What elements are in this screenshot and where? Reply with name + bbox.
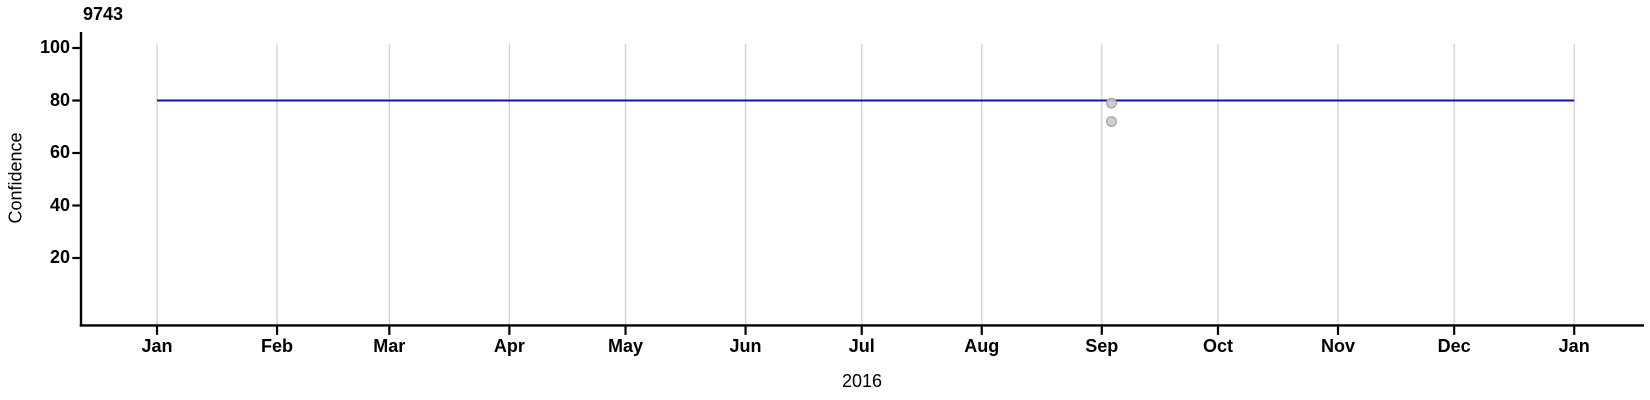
data-series	[157, 97, 1575, 127]
x-tick-label: Sep	[1085, 336, 1119, 356]
axis-ticks	[72, 46, 1576, 335]
x-tick-label: Oct	[1202, 336, 1233, 356]
y-tick-label: 20	[49, 247, 70, 267]
x-tick-label: Aug	[964, 336, 1000, 356]
x-tick-label: Mar	[373, 336, 406, 356]
chart-title: 9743	[83, 4, 124, 24]
x-tick-label: Nov	[1320, 336, 1355, 356]
y-tick-label: 80	[49, 89, 70, 110]
x-tick-label: Dec	[1437, 336, 1471, 356]
y-tick-label: 40	[49, 194, 70, 215]
observation-point	[1106, 97, 1117, 109]
x-tick-label: Feb	[261, 336, 294, 356]
x-tick-label: Apr	[493, 336, 525, 356]
observation-point	[1106, 116, 1117, 127]
y-tick-label: 100	[39, 37, 70, 57]
x-tick-label: Jan	[1558, 336, 1590, 356]
x-tick-label: May	[608, 336, 644, 356]
y-tick-label: 60	[49, 142, 70, 162]
x-axis-label: 2016	[841, 371, 883, 391]
x-tick-label: Jun	[729, 336, 762, 356]
x-tick-label: Jul	[848, 336, 875, 356]
gridlines	[156, 44, 1575, 324]
x-tick-label: Jan	[141, 336, 173, 356]
